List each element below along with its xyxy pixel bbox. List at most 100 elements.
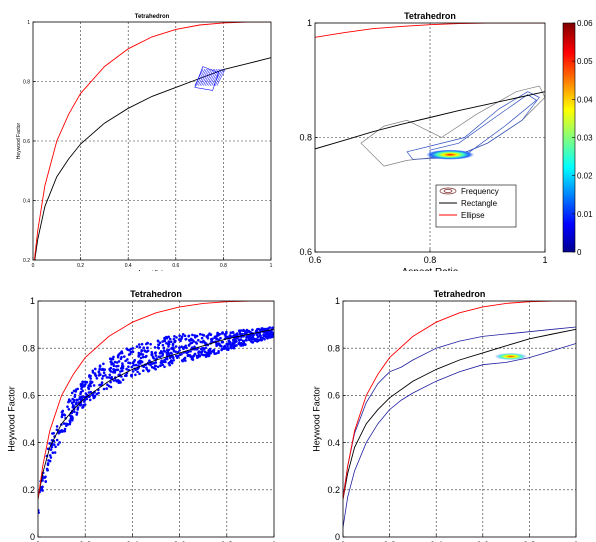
scatter-point: [79, 390, 83, 394]
scatter-point: [201, 346, 205, 350]
contour-lower: [343, 343, 576, 528]
scatter-point: [196, 356, 199, 359]
scatter-point: [110, 358, 113, 361]
x-tick-label: 0.2: [77, 263, 84, 269]
frequency-contours: [360, 85, 545, 167]
scatter-point: [110, 375, 113, 379]
scatter-point: [56, 443, 60, 446]
x-tick-label: 1: [270, 263, 273, 269]
scatter-point: [120, 355, 123, 359]
x-tick-label: 0.2: [383, 540, 396, 542]
scatter-point: [232, 338, 235, 342]
scatter-point: [178, 349, 181, 352]
scatter-point: [117, 353, 121, 356]
scatter-point: [46, 462, 50, 465]
x-tick-label: 0: [35, 540, 40, 542]
scatter-point: [117, 360, 121, 363]
scatter-point: [136, 370, 139, 374]
scatter-point: [51, 451, 55, 454]
scatter-point: [103, 368, 106, 371]
scatter-point: [165, 354, 169, 357]
scatter-point: [181, 359, 184, 363]
scatter-point: [191, 356, 194, 359]
scatter-point: [83, 384, 86, 388]
chart-4: 00.20.40.60.8100.20.40.60.81TetrahedronA…: [312, 289, 579, 542]
scatter-point: [270, 335, 274, 339]
scatter-point: [140, 349, 143, 352]
scatter-point: [45, 467, 49, 471]
scatter-point: [55, 428, 59, 432]
scatter-point: [69, 399, 72, 403]
scatter-point: [207, 353, 210, 357]
scatter-point: [123, 355, 126, 358]
scatter-point: [97, 370, 101, 373]
scatter-point: [51, 432, 54, 435]
scatter-point: [245, 331, 249, 334]
scatter-point: [157, 355, 160, 359]
scatter-point: [134, 363, 138, 367]
y-tick-label: 0.6: [299, 247, 312, 257]
scatter-point: [237, 342, 240, 346]
scatter-point: [233, 340, 236, 344]
scatter-point: [234, 334, 237, 337]
scatter-point: [203, 353, 207, 357]
chart-title: Tetrahedron: [434, 289, 486, 299]
chart-1: 00.20.40.60.810.20.40.60.81TetrahedronAs…: [16, 14, 273, 271]
scatter-point: [191, 333, 194, 337]
x-tick-label: 1: [573, 540, 578, 542]
scatter-point: [78, 397, 82, 400]
scatter-point: [170, 359, 173, 362]
scatter-point: [141, 355, 145, 359]
scatter-point: [124, 359, 127, 363]
scatter-point: [98, 365, 102, 368]
frequency-peak: [494, 352, 527, 360]
scatter-point: [267, 333, 271, 336]
frequency-contours: [343, 326, 576, 528]
frequency-hatch: [215, 68, 224, 86]
scatter-point: [54, 445, 57, 449]
scatter-point: [172, 359, 175, 362]
scatter-point: [167, 341, 171, 344]
scatter-point: [198, 332, 202, 336]
scatter-point: [150, 350, 154, 354]
scatter-point: [152, 357, 155, 360]
chart-3: 00.20.40.60.8100.20.40.60.81TetrahedronA…: [7, 289, 277, 542]
scatter-point: [75, 411, 79, 415]
scatter-point: [249, 330, 252, 334]
scatter-point: [271, 332, 274, 336]
scatter-point: [66, 423, 70, 426]
scatter-point: [221, 340, 225, 344]
scatter-point: [142, 369, 145, 372]
scatter-point: [215, 344, 218, 348]
scatter-point: [171, 343, 175, 347]
scatter-point: [221, 331, 224, 334]
scatter-point: [174, 350, 177, 353]
x-axis-label: Aspect Ratio: [402, 267, 459, 271]
contour-line: [406, 91, 540, 160]
scatter-point: [159, 364, 162, 367]
scatter-point: [80, 385, 84, 389]
scatter-point: [76, 406, 80, 409]
scatter-point: [161, 340, 164, 343]
scatter-point: [105, 376, 109, 379]
scatter-point: [97, 391, 100, 395]
scatter-point: [102, 387, 106, 391]
scatter-point: [153, 346, 157, 349]
scatter-point: [89, 377, 92, 380]
scatter-point: [225, 335, 229, 339]
scatter-point: [179, 339, 182, 343]
scatter-point: [102, 362, 105, 366]
scatter-point: [229, 345, 232, 348]
scatter-point: [40, 487, 44, 490]
scatter-point: [107, 376, 111, 379]
scatter-point: [53, 451, 57, 454]
frequency-hatch: [206, 68, 216, 86]
scatter-point: [84, 392, 88, 395]
scatter-point: [183, 334, 187, 338]
scatter-point: [66, 405, 69, 408]
scatter-point: [170, 352, 173, 355]
scatter-point: [138, 359, 142, 363]
scatter-point: [163, 350, 167, 353]
rectangle-curve: [38, 328, 274, 500]
scatter-point: [258, 338, 262, 342]
